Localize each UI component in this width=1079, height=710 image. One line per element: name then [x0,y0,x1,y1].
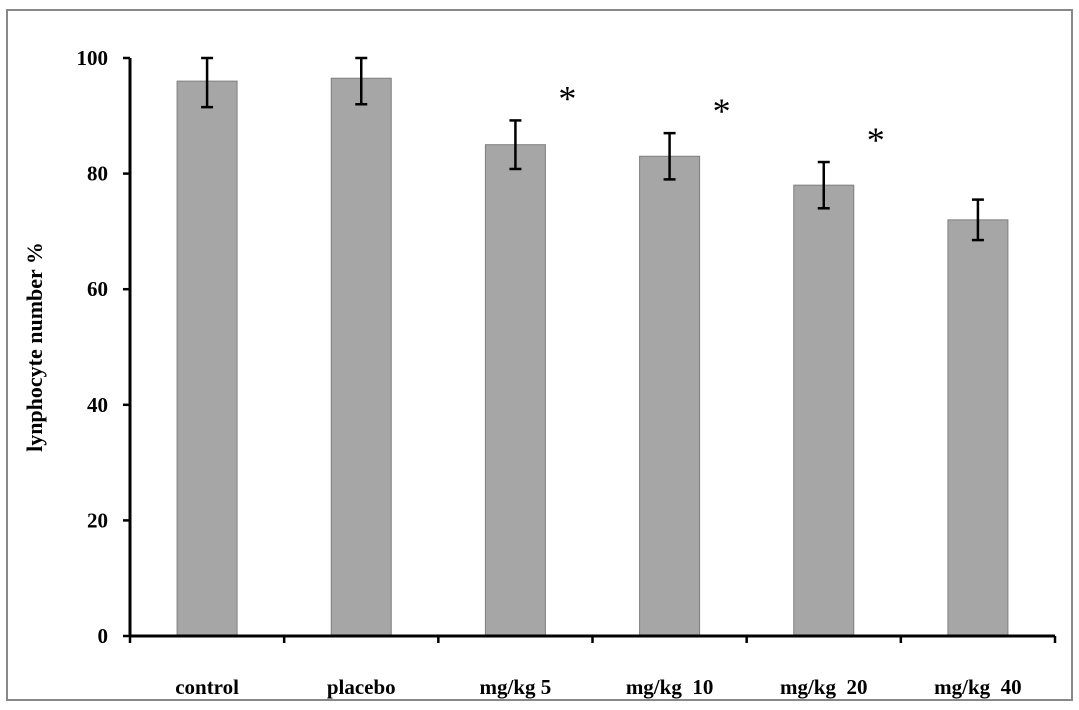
category-label: mg/kg 10 [626,675,714,699]
significance-markers: * * * [558,78,884,160]
y-tick-label: 100 [77,46,109,70]
category-label: control [175,675,239,699]
x-ticks-group [128,636,1057,643]
chart-frame [6,9,1073,701]
y-tick-label: 40 [87,393,108,417]
y-ticks-group: 0 20 40 60 80 100 [77,46,130,648]
significance-asterisk: * [558,78,576,118]
bar-2 [330,77,392,637]
y-axis-label: lynphocyte number % [22,242,47,452]
bar-6 [947,219,1009,637]
bar-1 [176,80,238,637]
category-label: mg/kg 40 [934,675,1022,699]
bars-group [176,77,1009,637]
bar-4 [639,155,701,637]
y-tick-label: 20 [87,508,108,532]
bar-5 [793,184,855,637]
y-tick-label: 0 [98,624,109,648]
category-labels: control placebo mg/kg 5 mg/kg 10 mg/kg 20 mg/… [175,675,1021,699]
significance-asterisk: * [713,91,731,131]
y-tick-label: 80 [87,162,108,186]
significance-asterisk: * [867,120,885,160]
category-label: placebo [327,675,396,699]
category-label: mg/kg 5 [480,675,552,699]
bar-3 [484,144,546,637]
category-label: mg/kg 20 [780,675,868,699]
y-tick-label: 60 [87,277,108,301]
error-bars-group [201,56,984,242]
